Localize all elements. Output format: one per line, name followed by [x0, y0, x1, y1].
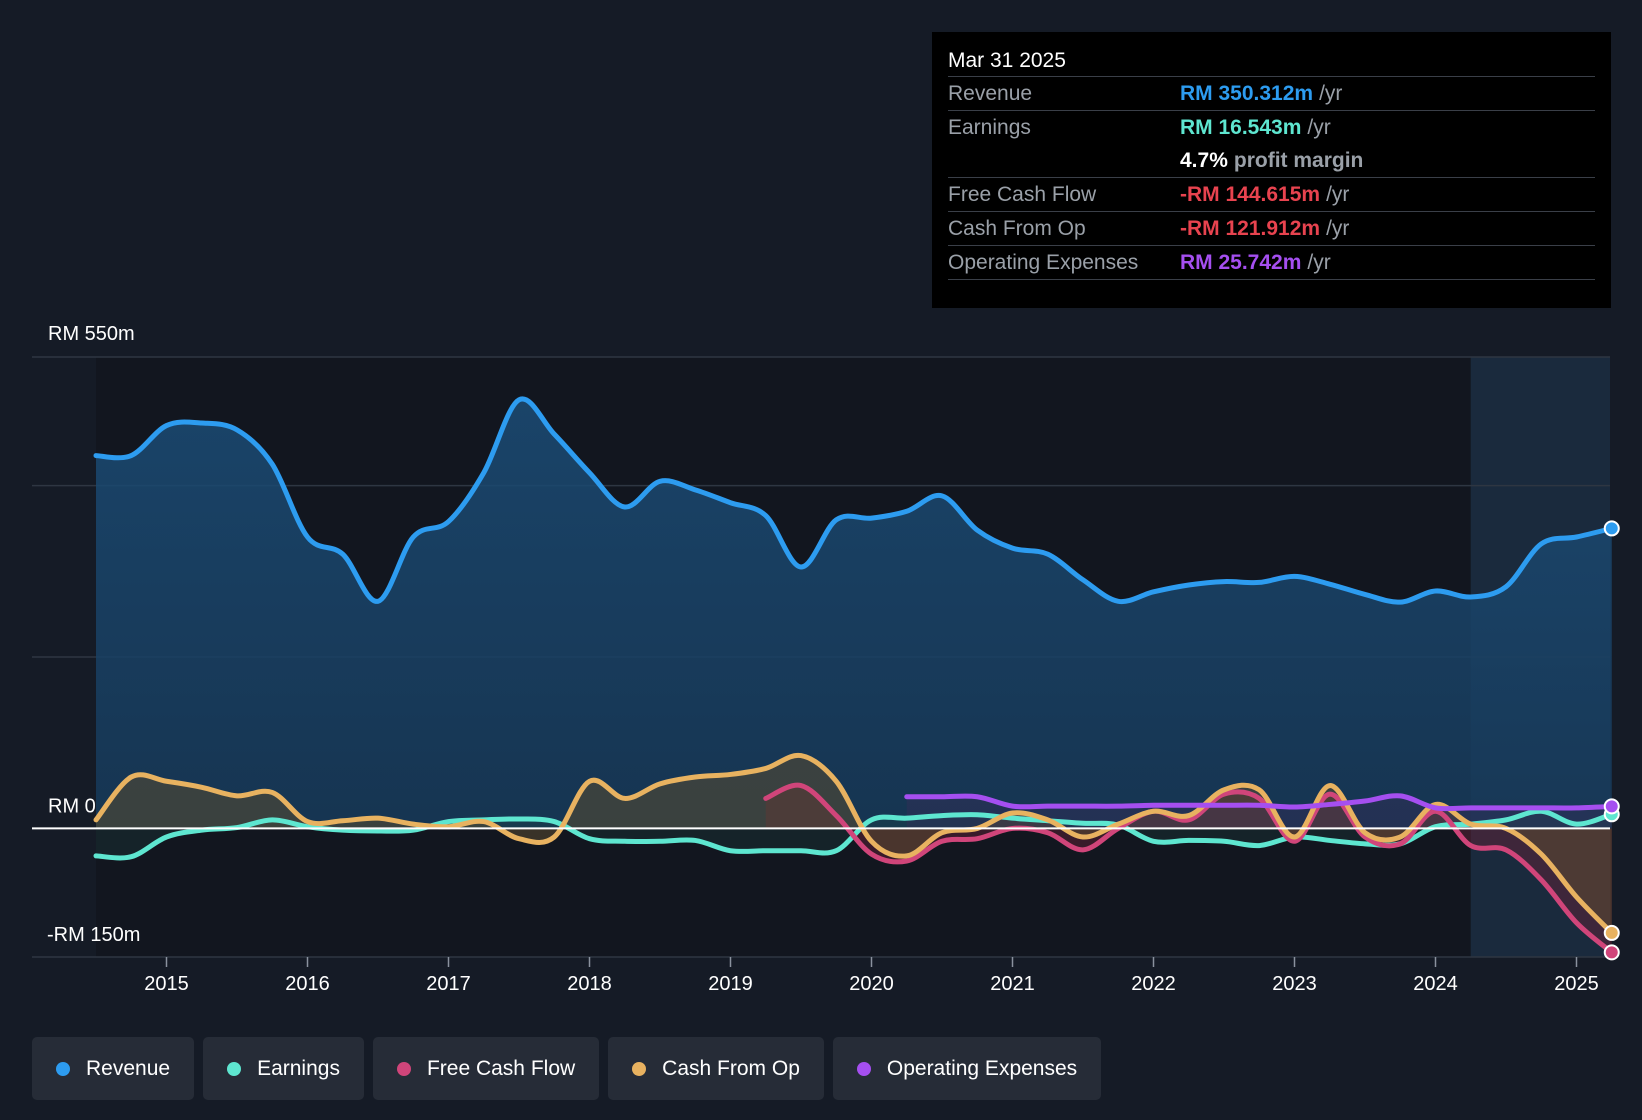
tooltip-key: Cash From Op	[948, 217, 1086, 240]
tooltip-unit: /yr	[1326, 183, 1350, 206]
revenue-area	[96, 398, 1612, 829]
free-cash-flow-line	[763, 782, 1615, 955]
tooltip-unit: /yr	[1326, 217, 1350, 240]
tooltip-date: Mar 31 2025	[948, 46, 1595, 77]
x-tick-label: 2017	[426, 973, 471, 995]
legend-dot-icon	[396, 1061, 411, 1076]
legend-dot-icon	[56, 1061, 70, 1076]
tooltip-unit: /yr	[1319, 82, 1343, 105]
cash-from-op-area	[96, 755, 1612, 933]
tooltip-unit: profit margin	[1233, 149, 1364, 172]
chart-legend: Revenue Earnings Free Cash Flow Cash Fro…	[32, 1037, 1102, 1100]
tooltip-value: -RM 121.912m	[1180, 217, 1321, 240]
free-cash-flow-endpoint	[1603, 944, 1620, 961]
tooltip-row-earnings: Earnings RM 16.543m /yr	[948, 111, 1595, 144]
x-tick-label: 2015	[144, 973, 189, 995]
legend-item-operating-expenses[interactable]: Operating Expenses	[832, 1037, 1102, 1100]
x-tick-label: 2019	[708, 973, 753, 995]
cash-from-op-line	[93, 752, 1615, 936]
tooltip-value: 4.7%	[1180, 149, 1228, 172]
x-tick-label: 2021	[990, 973, 1035, 995]
x-axis-ticks: 2015 2016 2017 2018 2019 2020 2021 2022 2023 2024…	[144, 957, 1599, 995]
legend-dot-icon	[227, 1061, 242, 1076]
y-axis-bottom-label: -RM 150m	[47, 924, 140, 946]
tooltip-key: Free Cash Flow	[948, 183, 1097, 206]
legend-item-revenue[interactable]: Revenue	[32, 1037, 195, 1100]
tooltip-key	[948, 144, 1180, 177]
legend-label: Free Cash Flow	[426, 1056, 576, 1080]
revenue-line	[93, 396, 1615, 605]
x-tick-label: 2024	[1413, 973, 1458, 995]
legend-label: Earnings	[257, 1056, 340, 1080]
x-tick-label: 2016	[285, 973, 330, 995]
legend-item-cash-from-op[interactable]: Cash From Op	[608, 1037, 824, 1100]
tooltip-row-free-cash-flow: Free Cash Flow -RM 144.615m /yr	[948, 178, 1595, 212]
legend-dot-icon	[856, 1061, 871, 1076]
data-tooltip: Mar 31 2025 Revenue RM 350.312m /yr Earn…	[932, 32, 1611, 308]
tooltip-value: RM 25.742m	[1180, 251, 1302, 274]
x-tick-label: 2025	[1554, 973, 1599, 995]
cash-from-op-endpoint	[1603, 924, 1620, 941]
x-tick-label: 2023	[1272, 973, 1317, 995]
y-axis-zero-label: RM 0	[48, 795, 96, 817]
x-tick-label: 2018	[567, 973, 612, 995]
tooltip-row-revenue: Revenue RM 350.312m /yr	[948, 77, 1595, 111]
revenue-endpoint	[1603, 520, 1620, 537]
legend-label: Cash From Op	[662, 1056, 800, 1080]
operating-expenses-endpoint	[1603, 798, 1620, 815]
legend-dot-icon	[632, 1061, 647, 1076]
legend-label: Revenue	[86, 1056, 171, 1080]
tooltip-unit: /yr	[1307, 251, 1331, 274]
y-axis-top-label: RM 550m	[48, 323, 135, 345]
tooltip-row-cash-from-op: Cash From Op -RM 121.912m /yr	[948, 212, 1595, 246]
x-tick-label: 2020	[849, 973, 894, 995]
series-lines	[93, 396, 1615, 955]
tooltip-value: RM 350.312m	[1180, 82, 1314, 105]
legend-item-free-cash-flow[interactable]: Free Cash Flow	[372, 1037, 600, 1100]
tooltip-row-operating-expenses: Operating Expenses RM 25.742m /yr	[948, 246, 1595, 280]
series-endpoints	[1603, 520, 1620, 961]
operating-expenses-area	[906, 795, 1612, 829]
legend-label: Operating Expenses	[886, 1056, 1078, 1080]
legend-item-earnings[interactable]: Earnings	[203, 1037, 364, 1100]
x-tick-label: 2022	[1131, 973, 1176, 995]
tooltip-value: RM 16.543m	[1180, 116, 1302, 139]
tooltip-row-profit-margin: 4.7% profit margin	[948, 144, 1595, 178]
tooltip-key: Revenue	[948, 82, 1033, 105]
tooltip-value: -RM 144.615m	[1180, 183, 1321, 206]
tooltip-key: Operating Expenses	[948, 251, 1139, 274]
operating-expenses-line	[904, 793, 1615, 812]
tooltip-key: Earnings	[948, 116, 1031, 139]
tooltip-unit: /yr	[1307, 116, 1331, 139]
